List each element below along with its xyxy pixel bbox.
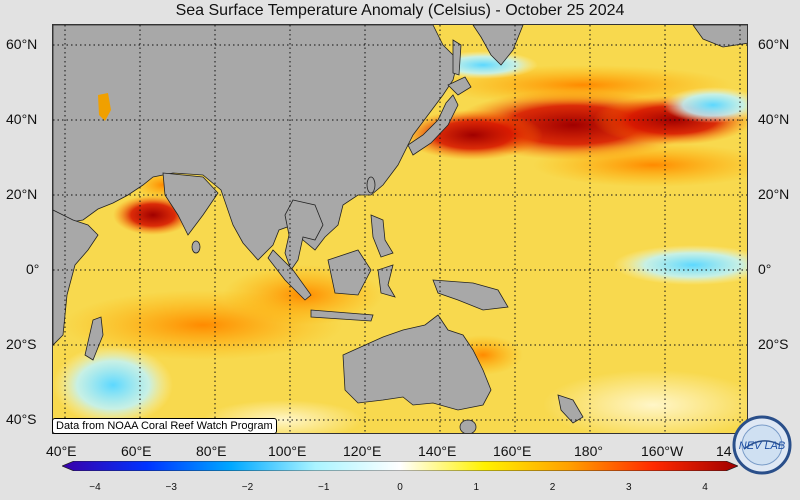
lat-label-right: 0°: [758, 261, 772, 277]
land-africa: [53, 209, 99, 346]
lat-label-left: 60°N: [6, 36, 38, 52]
colorbar-ramp: [62, 461, 738, 471]
graticule: [53, 25, 747, 433]
land-indochina: [284, 199, 324, 271]
lat-label-right: 60°N: [758, 36, 790, 52]
land-sulawesi: [377, 264, 396, 298]
lon-label: 100°E: [268, 443, 307, 459]
lat-label-left: 20°S: [6, 336, 37, 352]
land-java: [310, 309, 374, 322]
caspian-sea: [98, 93, 111, 121]
land-philippines: [370, 214, 394, 258]
colorbar: [62, 461, 738, 471]
lon-label: 80°E: [196, 443, 227, 459]
colorbar-tick-label: −2: [241, 482, 254, 493]
lat-label-right: 20°S: [758, 336, 789, 352]
land-sakhalin: [452, 39, 462, 76]
land-hokkaido: [447, 76, 472, 96]
lon-label: 60°E: [121, 443, 152, 459]
colorbar-tick-label: −4: [89, 482, 101, 493]
lon-label: 14: [716, 443, 732, 459]
lat-label-left: 0°: [26, 261, 40, 277]
colorbar-tick-label: 2: [549, 482, 556, 493]
lon-label: 160°E: [493, 443, 532, 459]
colorbar-tick-label: 1: [473, 482, 480, 493]
svg-text:NEV LAB: NEV LAB: [739, 440, 785, 452]
land-masses: [53, 25, 747, 433]
lat-label-left: 40°N: [6, 111, 38, 127]
lat-label-right: 20°N: [758, 186, 790, 202]
land-alaska: [692, 25, 747, 48]
land-tasmania: [459, 419, 477, 433]
land-taiwan: [366, 176, 376, 194]
lat-label-right: 40°N: [758, 111, 790, 127]
colorbar-tick-label: −1: [318, 482, 330, 493]
map-title: Sea Surface Temperature Anomaly (Celsius…: [175, 2, 625, 19]
lon-label: 160°W: [641, 443, 684, 459]
land-kamchatka: [472, 25, 524, 66]
land-new-guinea: [432, 279, 509, 311]
lon-label: 120°E: [343, 443, 382, 459]
map-canvas: [53, 25, 747, 433]
lon-label: 180°: [574, 443, 603, 459]
colorbar-tick-label: 0: [397, 482, 403, 493]
colorbar-tick-label: −3: [165, 482, 177, 493]
data-credit-label: Data from NOAA Coral Reef Watch Program: [52, 418, 277, 434]
lat-label-left: 20°N: [6, 186, 38, 202]
land-madagascar: [84, 316, 104, 361]
colorbar-tick-label: 4: [702, 482, 708, 493]
land-japan: [407, 94, 459, 156]
lat-label-left: 40°S: [6, 411, 37, 427]
colorbar-tick-label: 3: [625, 482, 632, 493]
land-new-zealand: [557, 394, 584, 424]
nev-lab-logo: NEV LAB: [732, 415, 792, 475]
lon-label: 40°E: [46, 443, 77, 459]
sst-anomaly-map: [52, 24, 748, 434]
land-sri-lanka: [191, 240, 201, 254]
lon-label: 140°E: [418, 443, 457, 459]
inland-seas: [98, 93, 111, 121]
land-india: [162, 172, 219, 236]
land-australia: [342, 314, 492, 411]
